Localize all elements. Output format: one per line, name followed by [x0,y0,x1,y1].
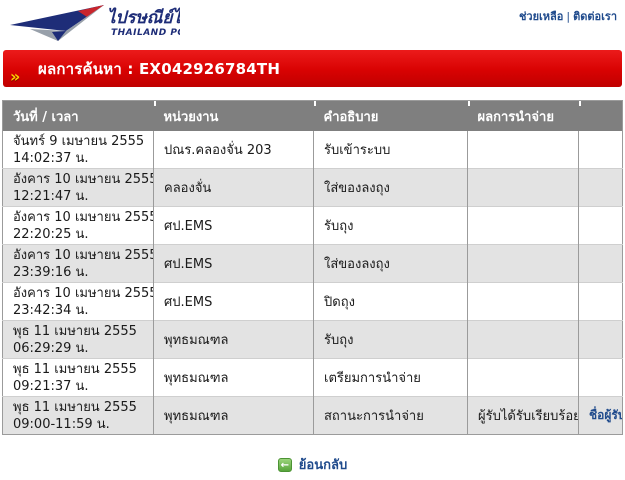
event-description: ใส่ของลงถุง [313,244,468,283]
table-row: อังคาร 10 เมษายน 2555 23:39:16 น. ศป.EMS … [2,244,623,283]
logo-thai-name: ไปรษณีย์ไทย [107,7,180,28]
event-extra [578,320,623,359]
event-time: 23:39:16 น. [13,264,89,280]
event-date: พุธ 11 เมษายน 2555 [13,323,137,339]
col-header-date-time: วันที่ / เวลา [2,100,154,131]
event-delivery-result [467,282,579,321]
event-unit: ปณร.คลองจั่น 203 [153,131,314,169]
logo-english-name: THAILAND POST [111,28,180,38]
event-unit: พุทธมณฑล [153,320,314,359]
event-description: ใส่ของลงถุง [313,168,468,207]
event-time: 09:00-11:59 น. [13,416,110,432]
event-description: รับถุง [313,320,468,359]
event-extra [578,358,623,397]
event-description: ปิดถุง [313,282,468,321]
tracking-events-table: วันที่ / เวลา หน่วยงาน คำอธิบาย ผลการนำจ… [2,100,623,435]
event-time: 06:29:29 น. [13,340,89,356]
table-row: อังคาร 10 เมษายน 2555 22:20:25 น. ศป.EMS … [2,206,623,245]
event-description: รับเข้าระบบ [313,131,468,169]
footer: ← ย้อนกลับ [0,454,625,475]
event-time: 14:02:37 น. [13,150,89,166]
event-description: รับถุง [313,206,468,245]
event-date: อังคาร 10 เมษายน 2555 [13,247,154,263]
event-delivery-result: ผู้รับได้รับเรียบร้อย [467,396,579,435]
nav-separator: | [566,10,571,23]
event-unit: ศป.EMS [153,244,314,283]
event-unit: พุทธมณฑล [153,396,314,435]
back-arrow-icon: ← [277,457,292,472]
col-header-unit: หน่วยงาน [153,100,314,131]
col-header-blank [578,100,623,131]
col-header-delivery-result: ผลการนำจ่าย [467,100,579,131]
event-date: อังคาร 10 เมษายน 2555 [13,209,154,225]
event-extra [578,131,623,169]
back-button-label: ย้อนกลับ [298,458,348,473]
recipient-name-link[interactable]: ชื่อผู้รับ [589,408,623,422]
back-button[interactable]: ← ย้อนกลับ [277,454,348,475]
event-extra [578,244,623,283]
event-extra [578,168,623,207]
event-description: เตรียมการนำจ่าย [313,358,468,397]
event-extra [578,206,623,245]
event-delivery-result [467,206,579,245]
event-delivery-result [467,131,579,169]
paper-plane-icon [10,5,104,41]
help-link[interactable]: ช่วยเหลือ [518,10,564,23]
event-time: 12:21:47 น. [13,188,89,204]
event-delivery-result [467,320,579,359]
table-header-row: วันที่ / เวลา หน่วยงาน คำอธิบาย ผลการนำจ… [2,100,623,131]
event-unit: พุทธมณฑล [153,358,314,397]
event-unit: คลองจั่น [153,168,314,207]
thailand-post-logo[interactable]: ไปรษณีย์ไทย THAILAND POST [8,3,180,45]
event-description: สถานะการนำจ่าย [313,396,468,435]
event-date: จันทร์ 9 เมษายน 2555 [13,133,145,149]
event-delivery-result [467,168,579,207]
event-unit: ศป.EMS [153,282,314,321]
event-time: 22:20:25 น. [13,226,89,242]
table-row: พุธ 11 เมษายน 2555 09:21:37 น. พุทธมณฑล เ… [2,358,623,397]
event-delivery-result [467,358,579,397]
event-date: อังคาร 10 เมษายน 2555 [13,285,154,301]
event-unit: ศป.EMS [153,206,314,245]
double-chevron-icon: » [10,67,21,86]
table-row: อังคาร 10 เมษายน 2555 23:42:34 น. ศป.EMS … [2,282,623,321]
col-header-description: คำอธิบาย [313,100,468,131]
top-nav: ช่วยเหลือ | ติดต่อเรา [519,7,617,25]
event-time: 23:42:34 น. [13,302,89,318]
event-date: พุธ 11 เมษายน 2555 [13,361,137,377]
table-row: อังคาร 10 เมษายน 2555 12:21:47 น. คลองจั่… [2,168,623,207]
event-date: พุธ 11 เมษายน 2555 [13,399,137,415]
event-time: 09:21:37 น. [13,378,89,394]
event-date: อังคาร 10 เมษายน 2555 [13,171,154,187]
table-row: พุธ 11 เมษายน 2555 06:29:29 น. พุทธมณฑล ร… [2,320,623,359]
event-delivery-result [467,244,579,283]
search-result-title: ผลการค้นหา : EX042926784TH [38,59,281,78]
table-row: จันทร์ 9 เมษายน 2555 14:02:37 น. ปณร.คลอง… [3,131,623,169]
event-extra [578,282,623,321]
event-extra: ชื่อผู้รับ [578,396,623,435]
contact-link[interactable]: ติดต่อเรา [573,10,617,23]
table-row: พุธ 11 เมษายน 2555 09:00-11:59 น. พุทธมณฑ… [2,396,623,435]
search-result-bar: » ผลการค้นหา : EX042926784TH [3,50,622,87]
